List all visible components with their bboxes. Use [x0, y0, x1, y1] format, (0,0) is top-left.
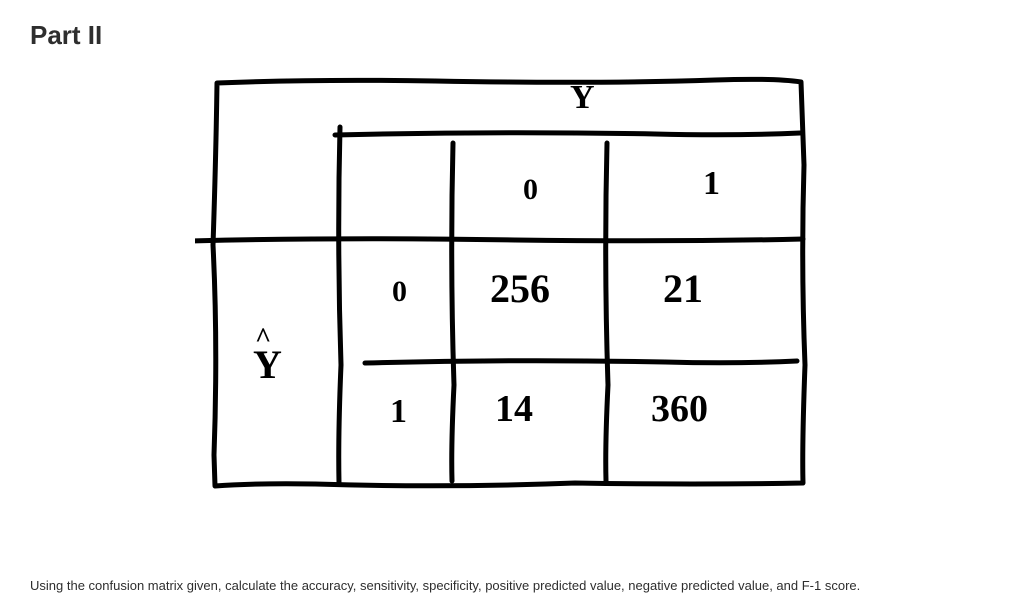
row-header-1: 1	[390, 393, 407, 431]
row-axis-label: Y	[253, 341, 282, 388]
cell-0-1: 21	[663, 265, 703, 312]
part-heading: Part II	[30, 20, 994, 51]
question-text: Using the confusion matrix given, calcul…	[30, 578, 860, 593]
cell-1-1: 360	[651, 387, 708, 431]
row-header-0: 0	[392, 275, 407, 309]
column-axis-label: Y	[570, 79, 595, 117]
cell-0-0: 256	[490, 265, 550, 312]
confusion-matrix: Y ^ Y 0 1 0 1 256 21 14 360	[195, 65, 875, 505]
col-header-0: 0	[523, 173, 538, 207]
col-header-1: 1	[703, 165, 720, 203]
cell-1-0: 14	[495, 387, 533, 431]
